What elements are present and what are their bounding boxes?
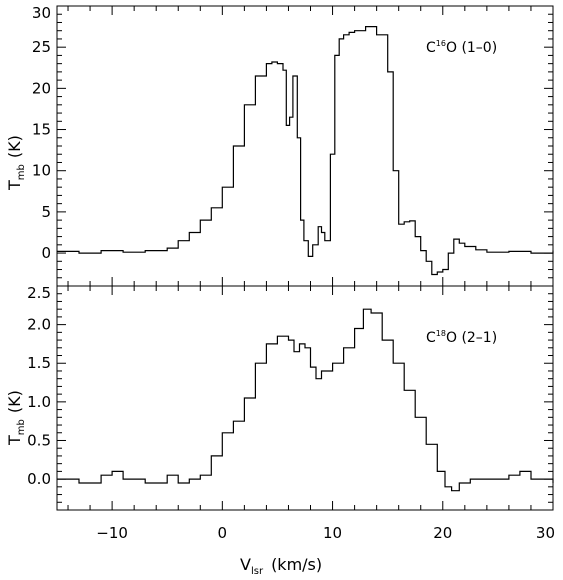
x-tick-label: 0 xyxy=(218,524,228,542)
co18-y-tick-labels: 0.0 0.5 1.0 1.5 2.0 2.5 xyxy=(27,284,51,488)
co16-y-tick-label: 20 xyxy=(32,79,51,97)
co18-line-label: C18O (2–1) xyxy=(426,329,497,346)
x-tick-label: −10 xyxy=(96,524,128,542)
co18-y-tick-label: 2.5 xyxy=(27,284,51,302)
co16-panel: 0 5 10 15 20 25 30 C16O (1–0) Tmb(K) xyxy=(5,4,554,287)
x-axis-label: Vlsr (km/s) xyxy=(240,555,322,577)
x-tick-label: 10 xyxy=(323,524,342,542)
co16-line-label: C16O (1–0) xyxy=(426,39,497,56)
co18-y-tick-label: 1.0 xyxy=(27,393,51,411)
co16-spectrum-line xyxy=(57,26,554,276)
co16-y-tick-label: 30 xyxy=(32,4,51,22)
co16-y-tick-label: 10 xyxy=(32,162,51,180)
co16-y-tick-label: 5 xyxy=(41,203,51,221)
x-tick-label: 30 xyxy=(536,524,555,542)
co18-panel: 0.0 0.5 1.0 1.5 2.0 2.5 −10 0 10 20 30 C18O (2–1)… xyxy=(5,284,555,577)
co16-y-tick-label: 15 xyxy=(32,121,51,139)
x-tick-label: 20 xyxy=(433,524,452,542)
co16-ticks xyxy=(57,5,554,287)
co18-frame xyxy=(56,285,554,511)
co18-spectrum-line xyxy=(57,308,554,492)
co16-y-tick-label: 0 xyxy=(41,244,51,262)
co16-y-axis-label: Tmb(K) xyxy=(5,135,27,191)
x-tick-labels: −10 0 10 20 30 xyxy=(96,524,555,542)
co16-y-tick-label: 25 xyxy=(32,38,51,56)
co18-ticks xyxy=(57,285,554,511)
co16-y-tick-labels: 0 5 10 15 20 25 30 xyxy=(32,4,51,262)
co18-y-tick-label: 1.5 xyxy=(27,354,51,372)
co18-y-axis-label: Tmb(K) xyxy=(5,390,27,446)
co18-y-tick-label: 0.5 xyxy=(27,431,51,449)
co18-y-tick-label: 0.0 xyxy=(27,470,51,488)
co18-y-tick-label: 2.0 xyxy=(27,316,51,334)
